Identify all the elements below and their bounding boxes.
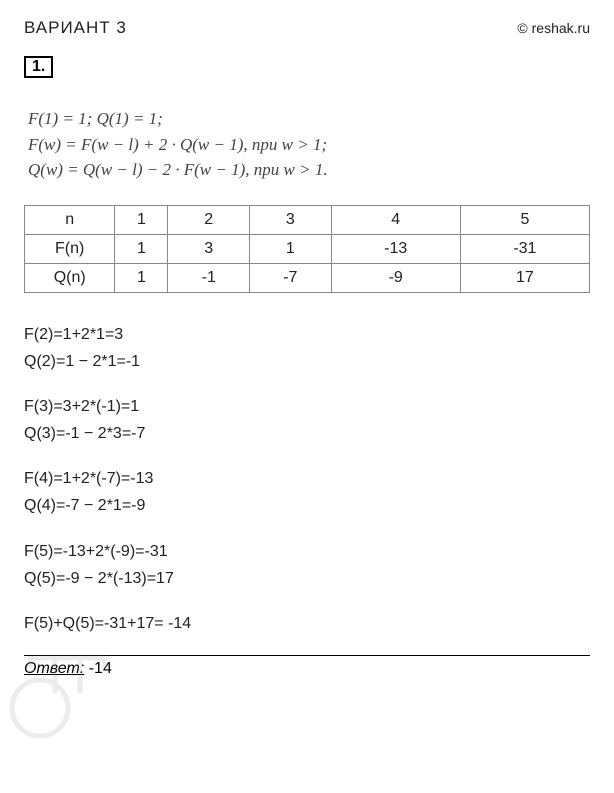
calc-group: F(5)+Q(5)=-31+17= -14 — [24, 610, 590, 637]
table-cell: 3 — [250, 205, 332, 234]
table-cell: Q(n) — [25, 263, 115, 292]
table-cell: 1 — [115, 205, 168, 234]
calc-line: Q(4)=-7 − 2*1=-9 — [24, 492, 590, 519]
table-cell: F(n) — [25, 234, 115, 263]
calc-group: F(4)=1+2*(-7)=-13 Q(4)=-7 − 2*1=-9 — [24, 465, 590, 519]
calc-line: F(5)+Q(5)=-31+17= -14 — [24, 610, 590, 637]
table-cell: -7 — [250, 263, 332, 292]
variant-title: ВАРИАНТ 3 — [24, 18, 127, 38]
data-table: n 1 2 3 4 5 F(n) 1 3 1 -13 -31 Q(n) 1 -1… — [24, 205, 590, 293]
answer-line: Ответ: -14 — [24, 655, 590, 678]
calc-line: F(3)=3+2*(-1)=1 — [24, 393, 590, 420]
formula-block: F(1) = 1; Q(1) = 1; F(w) = F(w − l) + 2 … — [28, 106, 590, 183]
calc-line: Q(2)=1 − 2*1=-1 — [24, 348, 590, 375]
table-cell: 3 — [168, 234, 250, 263]
table-cell: -13 — [331, 234, 460, 263]
table-cell: n — [25, 205, 115, 234]
calc-line: Q(3)=-1 − 2*3=-7 — [24, 420, 590, 447]
table-row: n 1 2 3 4 5 — [25, 205, 590, 234]
table-cell: 1 — [115, 234, 168, 263]
table-cell: 2 — [168, 205, 250, 234]
formula-line-2: F(w) = F(w − l) + 2 · Q(w − 1), при w > … — [28, 132, 590, 158]
header-row: ВАРИАНТ 3 © reshak.ru — [24, 18, 590, 38]
table-cell: 1 — [250, 234, 332, 263]
calc-group: F(5)=-13+2*(-9)=-31 Q(5)=-9 − 2*(-13)=17 — [24, 538, 590, 592]
calc-group: F(2)=1+2*1=3 Q(2)=1 − 2*1=-1 — [24, 321, 590, 375]
table-row: F(n) 1 3 1 -13 -31 — [25, 234, 590, 263]
calc-line: Q(5)=-9 − 2*(-13)=17 — [24, 565, 590, 592]
table-row: Q(n) 1 -1 -7 -9 17 — [25, 263, 590, 292]
calc-line: F(4)=1+2*(-7)=-13 — [24, 465, 590, 492]
calculations-block: F(2)=1+2*1=3 Q(2)=1 − 2*1=-1 F(3)=3+2*(-… — [24, 321, 590, 638]
table-cell: 4 — [331, 205, 460, 234]
answer-value: -14 — [84, 660, 112, 677]
source-label: © reshak.ru — [517, 20, 590, 36]
calc-line: F(5)=-13+2*(-9)=-31 — [24, 538, 590, 565]
calc-line: F(2)=1+2*1=3 — [24, 321, 590, 348]
table-cell: 1 — [115, 263, 168, 292]
answer-label: Ответ: — [24, 660, 84, 677]
task-number: 1. — [24, 56, 53, 78]
table-cell: -31 — [460, 234, 589, 263]
table-cell: 5 — [460, 205, 589, 234]
formula-line-3: Q(w) = Q(w − l) − 2 · F(w − 1), при w > … — [28, 157, 590, 183]
table-cell: 17 — [460, 263, 589, 292]
table-cell: -1 — [168, 263, 250, 292]
formula-line-1: F(1) = 1; Q(1) = 1; — [28, 106, 590, 132]
calc-group: F(3)=3+2*(-1)=1 Q(3)=-1 − 2*3=-7 — [24, 393, 590, 447]
table-cell: -9 — [331, 263, 460, 292]
